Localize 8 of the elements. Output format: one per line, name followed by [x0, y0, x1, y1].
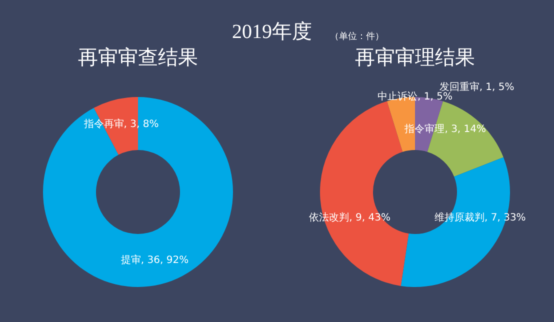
chart-title: 再审审查结果	[78, 46, 198, 70]
slice-label: 发回重审, 1, 5%	[439, 81, 514, 94]
donut-slice	[43, 97, 233, 287]
slice-label: 提审, 36, 92%	[120, 254, 189, 266]
text: 2019年度	[232, 20, 312, 45]
donut-slice	[94, 97, 138, 155]
chart-title: 再审审理结果	[355, 46, 475, 70]
text: （单位：件）	[330, 30, 384, 43]
